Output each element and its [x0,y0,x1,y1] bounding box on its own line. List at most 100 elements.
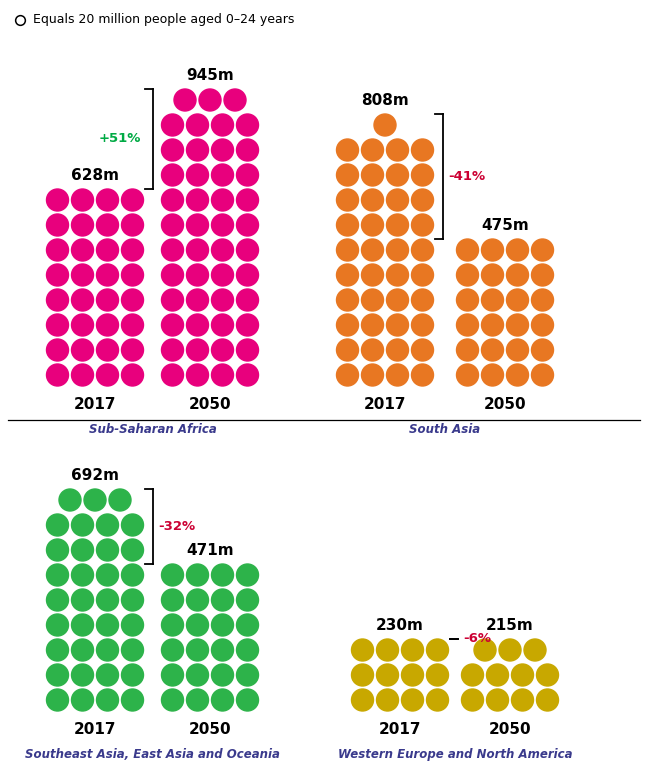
Circle shape [47,664,69,686]
Circle shape [161,289,183,311]
Circle shape [336,339,358,361]
Circle shape [97,289,119,311]
Circle shape [411,289,434,311]
Circle shape [362,289,384,311]
Circle shape [47,239,69,261]
Circle shape [161,664,183,686]
Circle shape [411,264,434,286]
Circle shape [47,614,69,636]
Circle shape [71,289,93,311]
Circle shape [386,189,408,211]
Circle shape [411,214,434,236]
Circle shape [531,314,553,336]
Circle shape [481,289,503,311]
Circle shape [351,689,373,711]
Circle shape [237,614,259,636]
Circle shape [336,214,358,236]
Circle shape [187,164,209,186]
Circle shape [426,639,448,661]
Circle shape [481,239,503,261]
Circle shape [161,239,183,261]
Circle shape [109,489,131,511]
Circle shape [456,239,478,261]
Circle shape [386,314,408,336]
Circle shape [187,614,209,636]
Circle shape [122,589,143,611]
Circle shape [507,364,529,386]
Text: 2017: 2017 [364,397,406,412]
Circle shape [187,114,209,136]
Text: 2050: 2050 [189,722,231,737]
Circle shape [237,589,259,611]
Circle shape [187,264,209,286]
Circle shape [362,239,384,261]
Circle shape [336,364,358,386]
Text: -41%: -41% [448,170,485,183]
Circle shape [97,189,119,211]
Circle shape [187,364,209,386]
Circle shape [47,364,69,386]
Circle shape [411,364,434,386]
Circle shape [211,664,233,686]
Circle shape [122,314,143,336]
Circle shape [71,639,93,661]
Circle shape [237,689,259,711]
Circle shape [161,114,183,136]
Circle shape [461,689,483,711]
Circle shape [386,139,408,161]
Text: 2017: 2017 [74,722,116,737]
Circle shape [211,289,233,311]
Circle shape [97,514,119,536]
Text: -6%: -6% [463,633,491,646]
Circle shape [211,589,233,611]
Circle shape [537,689,559,711]
Circle shape [211,364,233,386]
Circle shape [47,189,69,211]
Circle shape [531,239,553,261]
Circle shape [84,489,106,511]
Circle shape [122,364,143,386]
Circle shape [161,189,183,211]
Circle shape [411,339,434,361]
Circle shape [237,564,259,586]
Circle shape [456,339,478,361]
Circle shape [122,189,143,211]
Circle shape [71,514,93,536]
Text: 2017: 2017 [378,722,421,737]
Circle shape [481,264,503,286]
Circle shape [376,639,399,661]
Circle shape [351,664,373,686]
Circle shape [362,364,384,386]
Circle shape [71,614,93,636]
Circle shape [47,314,69,336]
Circle shape [507,239,529,261]
Circle shape [122,339,143,361]
Circle shape [97,264,119,286]
Circle shape [161,339,183,361]
Circle shape [461,664,483,686]
Circle shape [211,339,233,361]
Circle shape [161,314,183,336]
Circle shape [336,264,358,286]
Circle shape [47,689,69,711]
Circle shape [211,689,233,711]
Circle shape [187,239,209,261]
Circle shape [71,314,93,336]
Text: 945m: 945m [186,68,234,83]
Circle shape [71,589,93,611]
Circle shape [211,639,233,661]
Circle shape [71,214,93,236]
Circle shape [456,364,478,386]
Circle shape [411,139,434,161]
Circle shape [376,664,399,686]
Circle shape [122,214,143,236]
Circle shape [187,689,209,711]
Circle shape [531,339,553,361]
Circle shape [211,314,233,336]
Circle shape [211,114,233,136]
Circle shape [386,214,408,236]
Circle shape [97,664,119,686]
Circle shape [456,289,478,311]
Circle shape [386,339,408,361]
Circle shape [71,564,93,586]
